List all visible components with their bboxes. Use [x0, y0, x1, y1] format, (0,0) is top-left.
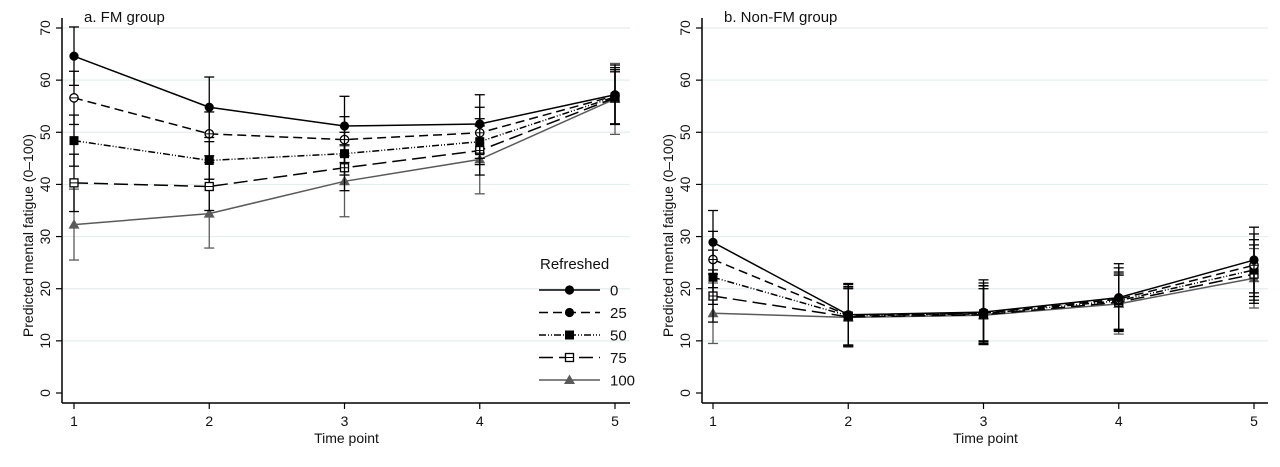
y-tick-label: 20 [677, 281, 693, 297]
x-tick-label: 2 [205, 413, 213, 429]
data-point [339, 121, 350, 131]
data-point [204, 181, 214, 192]
data-point [69, 93, 79, 103]
y-tick-label: 10 [37, 333, 53, 349]
data-point [69, 178, 79, 188]
y-tick-label: 70 [677, 20, 693, 36]
data-point [69, 51, 79, 61]
data-point [69, 136, 79, 146]
data-point [475, 119, 485, 129]
data-point [610, 90, 620, 100]
data-point [203, 208, 215, 218]
x-tick-label: 5 [1250, 413, 1258, 429]
legend-marker [564, 352, 575, 363]
legend-label: 100 [610, 373, 635, 390]
legend-label: 50 [610, 328, 627, 345]
series-0 [69, 26, 620, 157]
x-tick-label: 5 [611, 413, 619, 429]
data-point [1114, 292, 1124, 303]
data-point [204, 155, 214, 165]
x-axis-label: Time point [314, 430, 379, 446]
legend-marker [564, 374, 575, 384]
y-tick-label: 40 [677, 176, 693, 192]
data-point [68, 219, 80, 229]
x-tick-label: 1 [70, 413, 78, 429]
legend-item: 25 [539, 305, 627, 322]
y-axis-label: Predicted mental fatigue (0–100) [660, 134, 676, 337]
legend-item: 75 [539, 350, 627, 367]
data-point [708, 237, 718, 247]
x-tick-label: 3 [980, 413, 988, 429]
y-tick-label: 30 [37, 229, 53, 245]
y-tick-label: 10 [677, 333, 693, 349]
panel-b: 0 10 20 30 40 50 60 70 1 2 3 4 5 b. Non-FM group Time … [660, 9, 1268, 446]
data-point [843, 310, 853, 320]
y-tick-label: 50 [677, 124, 693, 140]
legend-item: 0 [539, 283, 618, 300]
chart-title: b. Non-FM group [724, 9, 837, 26]
x-tick-label: 4 [476, 413, 484, 429]
x-tick-label: 3 [341, 413, 349, 429]
legend-marker [564, 307, 575, 318]
data-point [1249, 255, 1259, 265]
x-axis-label: Time point [953, 430, 1018, 446]
y-tick-label: 60 [37, 72, 53, 88]
y-tick-label: 60 [677, 72, 693, 88]
legend-title: Refreshed [540, 256, 609, 273]
y-tick-label: 0 [677, 389, 693, 397]
y-tick-label: 0 [37, 389, 53, 397]
y-axis-label: Predicted mental fatigue (0–100) [20, 134, 36, 337]
y-tick-label: 30 [677, 229, 693, 245]
series-0 [708, 209, 1259, 347]
panel-a: 0 10 20 30 40 50 60 70 1 2 3 4 5 a. FM group Time poin… [20, 9, 635, 446]
y-tick-label: 50 [37, 124, 53, 140]
legend-label: 25 [610, 305, 627, 322]
y-tick-label: 40 [37, 176, 53, 192]
data-point [204, 102, 214, 112]
chart-title: a. FM group [84, 9, 165, 26]
y-tick-label: 20 [37, 281, 53, 297]
legend-item: 100 [539, 373, 635, 390]
legend-item: 50 [539, 328, 627, 345]
legend-label: 75 [610, 350, 627, 367]
data-point [978, 307, 989, 317]
y-tick-label: 70 [37, 20, 53, 36]
legend-marker [564, 285, 575, 295]
legend-label: 0 [610, 283, 618, 300]
x-tick-label: 4 [1115, 413, 1123, 429]
legend-marker [565, 330, 574, 340]
x-tick-label: 1 [709, 413, 717, 429]
x-tick-label: 2 [844, 413, 852, 429]
